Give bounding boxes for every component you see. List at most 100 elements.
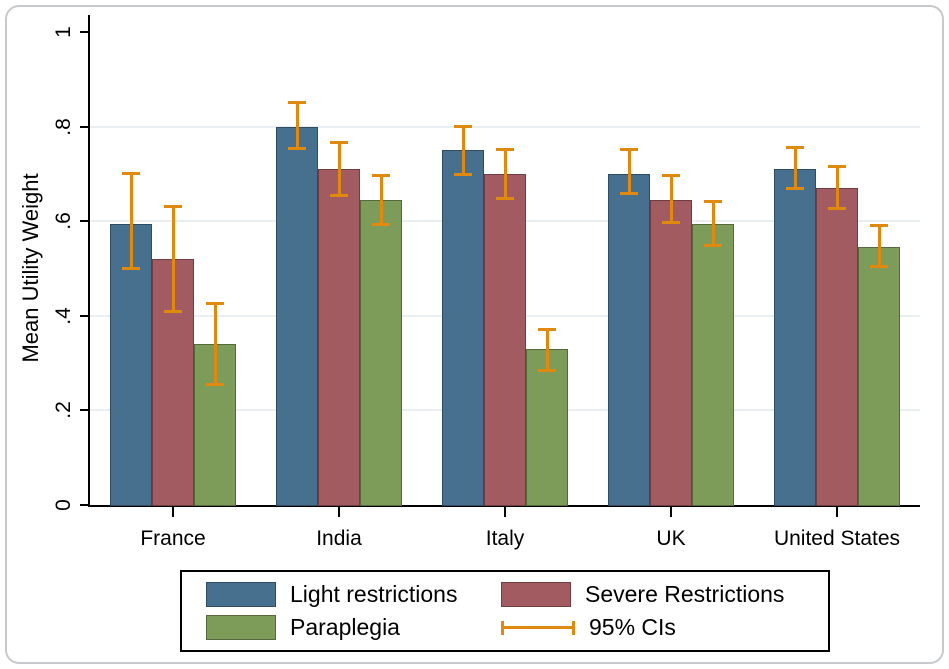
errorbar-bottom-cap [288, 146, 306, 150]
bar-uk-severe-restrictions [650, 199, 692, 506]
errorbar-bottom-cap [454, 172, 472, 176]
errorbar-stem [793, 145, 797, 191]
x-tick-India [338, 507, 340, 517]
errorbar-france-light-restrictions [122, 171, 140, 271]
errorbar-stem [877, 223, 881, 269]
bar-italy-paraplegia [526, 348, 568, 506]
x-category-label-india: India [316, 527, 362, 550]
y-tick-label-.4: .4 [52, 307, 75, 325]
bar-india-severe-restrictions [318, 169, 360, 506]
y-axis-title: Mean Utility Weight [18, 173, 43, 363]
errorbar-bottom-cap [870, 265, 888, 269]
bar-india-paraplegia [360, 199, 402, 506]
errorbar-uk-light-restrictions [620, 148, 638, 195]
errorbar-bottom-cap [538, 369, 556, 373]
errorbar-top-cap [620, 148, 638, 152]
errorbar-stem [129, 171, 133, 271]
bar-italy-light-restrictions [442, 150, 484, 506]
bar-france-light-restrictions [110, 223, 152, 506]
x-category-label-italy: Italy [485, 527, 525, 550]
bar-india-light-restrictions [276, 126, 318, 506]
errorbar-united-states-paraplegia [870, 223, 888, 269]
ci-errorbar-right-cap [572, 620, 575, 635]
errorbar-united-states-light-restrictions [786, 145, 804, 191]
errorbar-top-cap [372, 174, 390, 178]
errorbar-france-paraplegia [206, 301, 224, 387]
errorbar-top-cap [288, 100, 306, 104]
bar-uk-paraplegia [692, 223, 734, 506]
errorbar-india-paraplegia [372, 174, 390, 226]
errorbar-italy-severe-restrictions [496, 148, 514, 200]
legend-label-paraplegia: Paraplegia [290, 614, 400, 640]
errorbar-stem [627, 148, 631, 195]
errorbar-india-severe-restrictions [330, 141, 348, 198]
ci-errorbar-icon [501, 620, 575, 636]
bar-uk-light-restrictions [608, 173, 650, 506]
y-tick-1 [80, 31, 88, 33]
errorbar-bottom-cap [662, 221, 680, 225]
legend-swatch-light-restrictions [206, 582, 276, 607]
errorbar-top-cap [330, 141, 348, 145]
y-tick-label-1: 1 [52, 26, 75, 38]
x-axis-line [88, 505, 920, 507]
y-tick-label-.6: .6 [52, 212, 75, 230]
legend-label-severe-restrictions: Severe Restrictions [585, 581, 785, 607]
errorbar-top-cap [206, 301, 224, 305]
y-axis-line [88, 15, 90, 507]
x-tick-United States [836, 507, 838, 517]
errorbar-italy-light-restrictions [454, 124, 472, 176]
errorbar-bottom-cap [704, 243, 722, 247]
errorbar-top-cap [538, 327, 556, 331]
legend-item-light-restrictions: Light restrictions [206, 581, 501, 608]
legend-item-severe-restrictions: Severe Restrictions [501, 581, 818, 608]
errorbar-bottom-cap [330, 194, 348, 198]
x-tick-France [172, 507, 174, 517]
errorbar-bottom-cap [828, 206, 846, 210]
y-tick-.6 [80, 220, 88, 223]
errorbar-stem [835, 164, 839, 210]
errorbar-stem [171, 205, 175, 314]
y-tick-label-0: 0 [52, 499, 75, 511]
errorbar-top-cap [454, 124, 472, 128]
legend-label-95-cis: 95% CIs [589, 614, 676, 640]
errorbar-stem [461, 124, 465, 176]
errorbar-uk-paraplegia [704, 200, 722, 247]
errorbar-stem [669, 174, 673, 225]
errorbar-top-cap [704, 200, 722, 204]
y-tick-.2 [80, 409, 88, 412]
bar-italy-severe-restrictions [484, 173, 526, 506]
errorbar-top-cap [496, 148, 514, 152]
errorbar-bottom-cap [122, 267, 140, 271]
legend: Light restrictions Severe Restrictions P… [180, 570, 830, 652]
errorbar-top-cap [870, 223, 888, 227]
errorbar-top-cap [662, 174, 680, 178]
legend-swatch-paraplegia [206, 615, 276, 640]
y-tick-.4 [80, 314, 88, 317]
errorbar-top-cap [164, 205, 182, 208]
x-category-label-united-states: United States [773, 527, 901, 550]
y-tick-.8 [80, 125, 88, 128]
errorbar-stem [213, 301, 217, 387]
gridline-0.8 [90, 125, 920, 128]
legend-item-95-cis: 95% CIs [501, 614, 818, 641]
legend-label-light-restrictions: Light restrictions [290, 581, 458, 607]
bar-united-states-severe-restrictions [816, 188, 858, 506]
errorbar-stem [337, 141, 341, 198]
y-tick-label-.8: .8 [52, 117, 75, 136]
y-tick-0 [80, 504, 88, 506]
errorbar-top-cap [786, 145, 804, 149]
x-category-label-france: France [140, 527, 206, 550]
bar-united-states-paraplegia [858, 247, 900, 506]
errorbar-bottom-cap [620, 191, 638, 195]
errorbar-bottom-cap [206, 383, 224, 387]
y-tick-label-.2: .2 [52, 401, 75, 420]
x-tick-Italy [504, 507, 506, 517]
errorbar-stem [503, 148, 507, 200]
ci-errorbar-left-cap [501, 620, 504, 635]
errorbar-stem [711, 200, 715, 247]
errorbar-bottom-cap [164, 310, 182, 314]
legend-swatch-severe-restrictions [501, 582, 571, 607]
errorbar-bottom-cap [496, 196, 514, 200]
